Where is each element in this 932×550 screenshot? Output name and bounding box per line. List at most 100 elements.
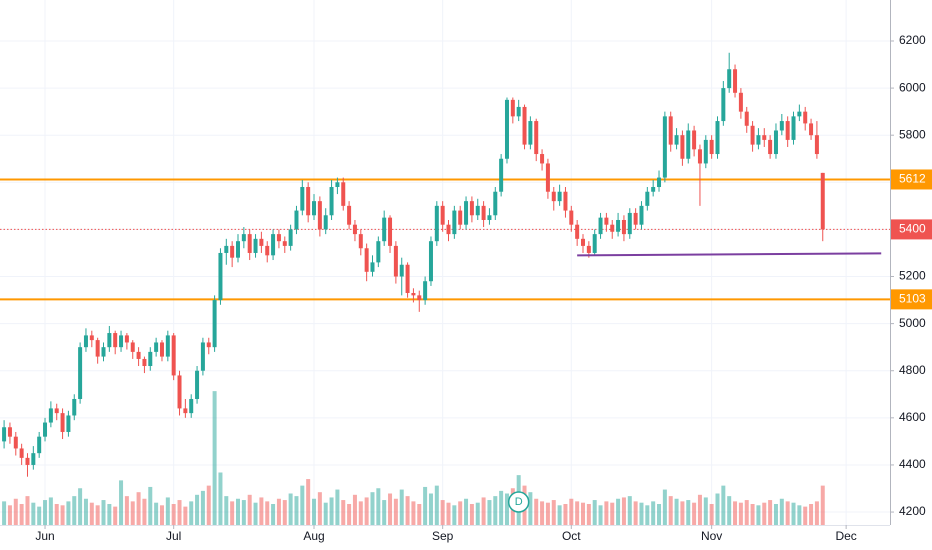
- volume-bar: [312, 498, 317, 525]
- volume-bar: [814, 501, 819, 525]
- volume-bar: [575, 501, 580, 525]
- volume-bar: [25, 496, 30, 525]
- candle-body: [598, 217, 603, 235]
- volume-bar: [686, 500, 691, 525]
- volume-bar: [592, 500, 597, 525]
- volume-bar: [440, 500, 445, 525]
- volume-bar: [393, 498, 398, 525]
- candle-body: [276, 234, 281, 242]
- volume-bar: [171, 504, 176, 525]
- volume-bar: [142, 498, 147, 525]
- volume-bar: [72, 496, 77, 525]
- candle-body: [271, 234, 276, 256]
- candle-body: [212, 300, 217, 348]
- candle-body: [382, 217, 387, 242]
- candle-body: [633, 212, 638, 225]
- candle-body: [814, 135, 819, 155]
- candle-body: [487, 215, 492, 220]
- volume-bar: [569, 498, 574, 525]
- volume-bar: [651, 501, 656, 525]
- candle-body: [610, 224, 615, 232]
- volume-bar: [282, 500, 287, 525]
- candle-body: [820, 172, 825, 230]
- volume-bar: [48, 497, 53, 525]
- candle-body: [545, 163, 550, 192]
- candle-body: [785, 121, 790, 140]
- volume-bar: [499, 490, 504, 525]
- candle-body: [2, 427, 7, 442]
- event-marker-label: D: [515, 496, 523, 508]
- volume-bar: [66, 501, 71, 525]
- volume-bar: [206, 485, 211, 525]
- candle-body: [43, 422, 48, 437]
- volume-bar: [738, 502, 743, 525]
- candle-body: [83, 335, 88, 348]
- candle-body: [165, 335, 170, 357]
- candle-body: [803, 111, 808, 124]
- volume-bar: [382, 500, 387, 525]
- candle-body: [756, 135, 761, 145]
- x-tick-label: Oct: [562, 529, 581, 543]
- candle-body: [662, 116, 667, 178]
- candle-body: [493, 191, 498, 216]
- volume-bar: [13, 498, 18, 525]
- volume-bar: [785, 501, 790, 525]
- candle-body: [557, 191, 562, 202]
- volume-bar: [458, 501, 463, 525]
- candle-body: [300, 187, 305, 211]
- candle-body: [762, 135, 767, 140]
- volume-bar: [95, 505, 100, 525]
- volume-bar: [540, 501, 545, 525]
- candle-body: [119, 335, 124, 348]
- candle-body: [627, 212, 632, 235]
- candle-body: [352, 224, 357, 235]
- volume-bar: [621, 497, 626, 525]
- candle-body: [469, 201, 474, 216]
- candle-body: [317, 201, 322, 230]
- volume-bar: [744, 500, 749, 525]
- volume-bar: [347, 504, 352, 525]
- candle-body: [200, 342, 205, 371]
- candle-body: [13, 436, 18, 449]
- volume-bar: [130, 501, 135, 525]
- candle-body: [37, 436, 42, 454]
- candle-body: [7, 427, 12, 437]
- volume-bar: [423, 486, 428, 525]
- volume-bar: [563, 504, 568, 525]
- x-tick-label: Nov: [701, 529, 722, 543]
- candle-body: [504, 99, 509, 159]
- candle-body: [78, 347, 83, 399]
- candle-body: [142, 358, 147, 367]
- candle-body: [25, 457, 30, 465]
- volume-bar: [317, 492, 322, 525]
- candle-body: [101, 347, 106, 357]
- candle-body: [405, 264, 410, 294]
- y-tick-label: 6000: [899, 80, 926, 94]
- candle-body: [31, 453, 36, 465]
- candle-body: [159, 342, 164, 357]
- price-label: 5400: [899, 222, 926, 236]
- y-tick-label: 6200: [899, 33, 926, 47]
- volume-bar: [352, 494, 357, 525]
- volume-bar: [83, 498, 88, 525]
- volume-bar: [200, 490, 205, 525]
- candle-body: [411, 293, 416, 296]
- candle-body: [797, 111, 802, 117]
- candle-body: [738, 92, 743, 112]
- volume-bar: [750, 504, 755, 525]
- volume-bar: [598, 505, 603, 525]
- candle-body: [183, 408, 188, 414]
- volume-bar: [809, 504, 814, 525]
- candle-body: [282, 241, 287, 246]
- volume-bar: [469, 504, 474, 525]
- volume-bar: [493, 496, 498, 525]
- candle-body: [750, 125, 755, 145]
- volume-bar: [481, 497, 486, 525]
- volume-bar: [551, 500, 556, 525]
- candle-body: [341, 182, 346, 206]
- y-tick-label: 4800: [899, 363, 926, 377]
- candle-body: [586, 245, 591, 253]
- candle-body: [241, 234, 246, 242]
- candle-body: [657, 177, 662, 188]
